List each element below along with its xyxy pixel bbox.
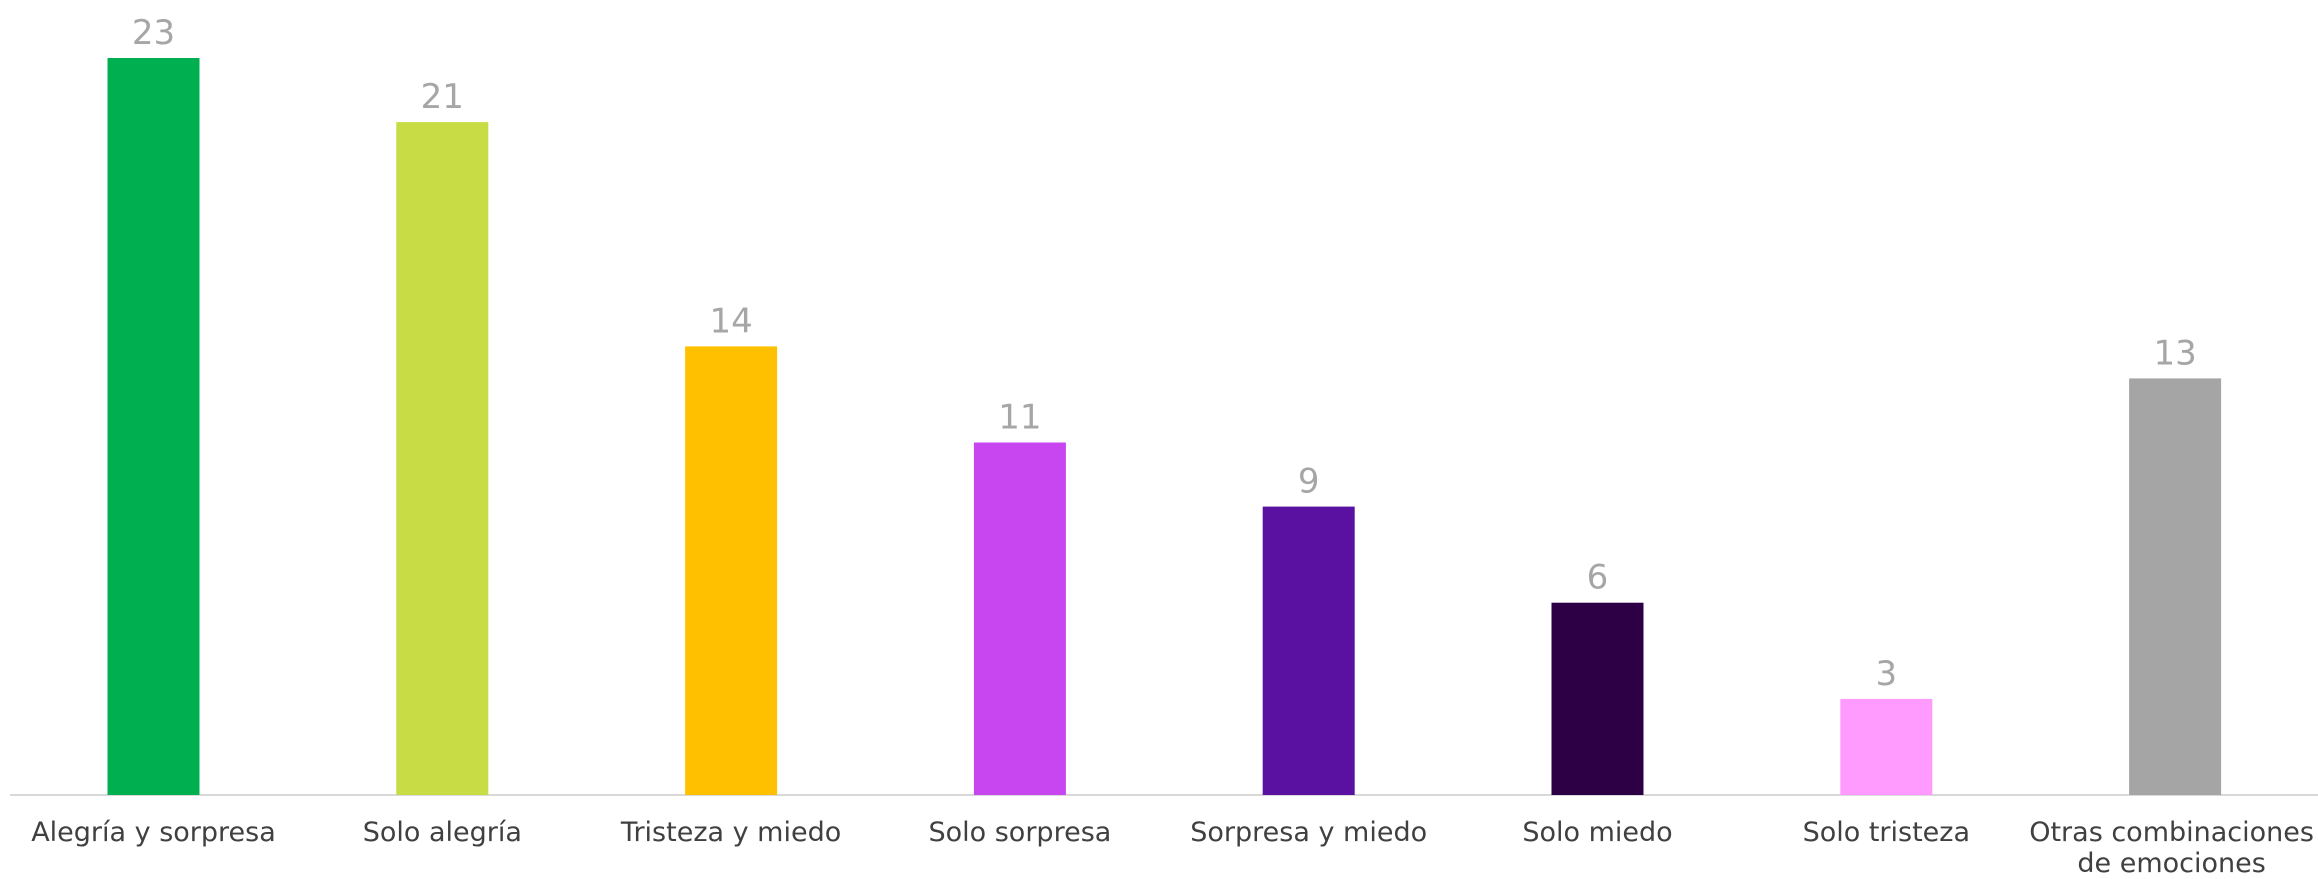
tick-label-solo-miedo: Solo miedo — [1522, 817, 1672, 848]
data-label-solo-miedo: 6 — [1587, 558, 1609, 598]
bar-solo-sorpresa — [973, 442, 1066, 795]
tick-label-line: Solo alegría — [363, 817, 522, 848]
tick-label-line: Solo sorpresa — [928, 817, 1111, 848]
bar-solo-miedo — [1551, 602, 1644, 795]
tick-label-line: de emociones — [2077, 848, 2265, 875]
data-label-sorpresa-y-miedo: 9 — [1298, 462, 1320, 502]
bar-sorpresa-y-miedo — [1262, 506, 1355, 795]
data-label-otras-combinaciones-de-emociones: 13 — [2153, 333, 2196, 373]
bar-alegria-y-sorpresa — [107, 58, 200, 795]
tick-label-solo-alegria: Solo alegría — [363, 817, 522, 848]
data-label-tristeza-y-miedo: 14 — [709, 301, 752, 341]
tick-label-line: Tristeza y miedo — [620, 817, 841, 848]
bar-solo-tristeza — [1840, 698, 1933, 795]
data-label-alegria-y-sorpresa: 23 — [132, 13, 175, 53]
bar-tristeza-y-miedo — [685, 346, 778, 795]
tick-label-otras-combinaciones-de-emociones: Otras combinaciones de emociones — [2029, 817, 2314, 875]
tick-label-alegria-y-sorpresa: Alegría y sorpresa — [31, 817, 276, 848]
bar-otras-combinaciones-de-emociones — [2129, 378, 2222, 795]
tick-label-line: Alegría y sorpresa — [31, 817, 276, 848]
tick-label-line: Otras combinaciones — [2029, 817, 2314, 848]
bar-solo-alegria — [396, 122, 489, 796]
tick-label-line: Solo tristeza — [1803, 817, 1970, 848]
tick-label-tristeza-y-miedo: Tristeza y miedo — [620, 817, 841, 848]
tick-label-line: Solo miedo — [1522, 817, 1672, 848]
tick-label-sorpresa-y-miedo: Sorpresa y miedo — [1190, 817, 1427, 848]
tick-label-line: Sorpresa y miedo — [1190, 817, 1427, 848]
data-label-solo-sorpresa: 11 — [998, 398, 1041, 438]
tick-label-solo-sorpresa: Solo sorpresa — [928, 817, 1111, 848]
tick-label-solo-tristeza: Solo tristeza — [1803, 817, 1970, 848]
data-label-solo-tristeza: 3 — [1875, 654, 1897, 694]
data-label-solo-alegria: 21 — [421, 77, 464, 117]
